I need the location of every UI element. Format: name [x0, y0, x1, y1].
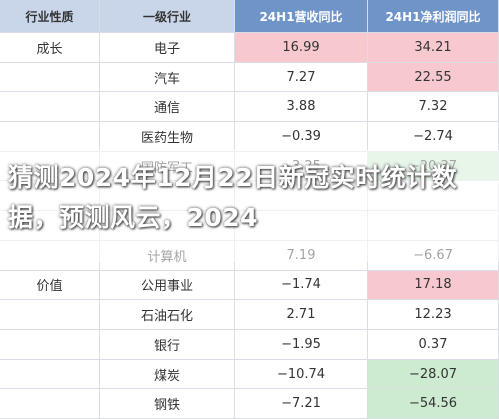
- banner-wash: [0, 150, 499, 262]
- table-cell: [0, 389, 100, 419]
- table-cell: 汽车: [100, 62, 235, 93]
- table-cell: 煤炭: [100, 359, 235, 390]
- table-cell: −0.39: [235, 122, 368, 152]
- table-cell: [0, 359, 100, 390]
- table-cell: 7.32: [368, 92, 499, 123]
- table-cell: 22.55: [368, 62, 499, 93]
- header-cell: 24H1营收同比: [235, 0, 368, 33]
- table-cell: 12.23: [368, 300, 499, 330]
- table-cell: 3.88: [235, 92, 368, 123]
- table-cell: [0, 122, 100, 152]
- table-cell: −54.56: [368, 389, 499, 419]
- header-cell: 行业性质: [0, 0, 100, 33]
- header-cell: 24H1净利润同比: [368, 0, 499, 33]
- table-cell: 电子: [100, 33, 235, 63]
- table-cell: [0, 330, 100, 360]
- table-cell: 石油石化: [100, 300, 235, 330]
- table-cell: −2.74: [368, 122, 499, 152]
- table-cell: −28.07: [368, 359, 499, 390]
- table-cell: 银行: [100, 330, 235, 360]
- table-cell: 2.71: [235, 300, 368, 330]
- header-cell: 一级行业: [100, 0, 235, 33]
- table-cell: 通信: [100, 92, 235, 123]
- table-cell: 价值: [0, 270, 100, 301]
- table-cell: 钢铁: [100, 389, 235, 419]
- table-cell: −1.74: [235, 270, 368, 301]
- banner-text: 猜测2024年12月22日新冠实时统计数据，预测风云，2024: [8, 163, 458, 232]
- table-cell: [0, 92, 100, 123]
- table-cell: 17.18: [368, 270, 499, 301]
- table-cell: 成长: [0, 33, 100, 63]
- table-cell: −7.21: [235, 389, 368, 419]
- table-cell: 7.27: [235, 62, 368, 93]
- table-cell: 16.99: [235, 33, 368, 63]
- table-cell: 0.37: [368, 330, 499, 360]
- table-cell: 34.21: [368, 33, 499, 63]
- table-cell: −1.95: [235, 330, 368, 360]
- table-cell: [0, 300, 100, 330]
- table-cell: [0, 62, 100, 93]
- table-cell: 公用事业: [100, 270, 235, 301]
- table-cell: 医药生物: [100, 122, 235, 152]
- table-cell: −10.74: [235, 359, 368, 390]
